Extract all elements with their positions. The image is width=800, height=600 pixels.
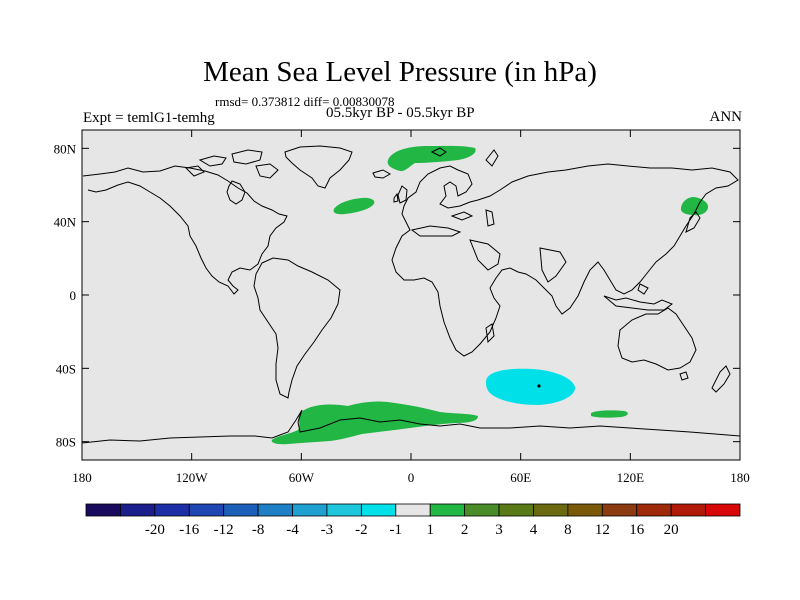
colorbar-label: 4 bbox=[530, 522, 538, 538]
colorbar-label: 3 bbox=[495, 522, 503, 538]
coastline-indonesia bbox=[603, 283, 674, 311]
anomaly-regions bbox=[271, 145, 709, 445]
colorbar-label: -2 bbox=[355, 522, 368, 538]
y-tick-label: 40S bbox=[56, 361, 76, 376]
coastline-caspian bbox=[485, 209, 495, 227]
low-center-marker bbox=[537, 384, 541, 388]
colorbar-swatch bbox=[533, 503, 569, 517]
colorbar-label: -1 bbox=[390, 522, 403, 538]
colorbar-label: -16 bbox=[179, 522, 199, 538]
colorbar-label: 1 bbox=[426, 522, 434, 538]
plot-background bbox=[82, 130, 740, 460]
coastline-hudson-bay bbox=[226, 180, 246, 205]
greenland-sea-anomaly bbox=[387, 145, 476, 172]
y-axis: 80N 40N 0 40S 80S bbox=[54, 141, 740, 450]
colorbar-swatch bbox=[670, 503, 706, 517]
coastline-black-sea bbox=[450, 211, 474, 221]
colorbar-swatch bbox=[257, 503, 293, 517]
coastline-antarctica bbox=[82, 409, 740, 444]
coastline-british-isles bbox=[393, 185, 408, 204]
coastline-arabia bbox=[469, 239, 501, 271]
colorbar-swatch bbox=[498, 503, 534, 517]
y-tick-label: 0 bbox=[70, 288, 77, 303]
weddell-antarctic-anomaly bbox=[271, 401, 478, 445]
coastline-new-zealand bbox=[711, 365, 731, 393]
coastline-arctic-islands bbox=[184, 149, 279, 179]
colorbar-label: 12 bbox=[595, 522, 610, 538]
north-atlantic-anomaly bbox=[333, 197, 375, 215]
colorbar-label: 8 bbox=[564, 522, 572, 538]
colorbar-swatch bbox=[188, 503, 225, 517]
coastline-madagascar bbox=[485, 323, 495, 344]
coastlines bbox=[82, 145, 740, 444]
colorbar-swatch bbox=[429, 503, 466, 517]
colorbar-label: -20 bbox=[145, 522, 165, 538]
colorbar-swatch bbox=[395, 503, 431, 517]
x-tick-label: 120E bbox=[617, 470, 645, 485]
coastline-tasmania bbox=[679, 371, 689, 381]
x-tick-label: 0 bbox=[408, 470, 415, 485]
coastline-japan bbox=[685, 211, 701, 233]
northwest-pacific-anomaly bbox=[680, 197, 709, 216]
colorbar-swatch bbox=[85, 503, 121, 517]
coastline-mediterranean bbox=[410, 225, 462, 237]
colorbar-label: -3 bbox=[321, 522, 334, 538]
colorbar-swatch bbox=[154, 503, 190, 517]
colorbar-label: 16 bbox=[629, 522, 645, 538]
x-tick-label: 180 bbox=[72, 470, 92, 485]
colorbar-swatch bbox=[360, 503, 397, 517]
colorbar-swatch bbox=[567, 503, 603, 517]
coastline-eurasia-africa bbox=[391, 163, 739, 357]
colorbar-label: -4 bbox=[286, 522, 299, 538]
colorbar-label: 2 bbox=[461, 522, 469, 538]
coastline-greenland bbox=[284, 145, 353, 189]
coastline-north-america bbox=[82, 165, 288, 295]
colorbar-swatch bbox=[326, 503, 362, 517]
colorbar-swatch bbox=[636, 503, 672, 517]
coastline-svalbard bbox=[430, 147, 499, 167]
colorbar-label: -8 bbox=[252, 522, 265, 538]
season-label: ANN bbox=[709, 109, 743, 125]
colorbar-swatch bbox=[292, 503, 328, 517]
stats-line: rmsd= 0.373812 diff= 0.00830078 bbox=[215, 94, 395, 109]
colorbar-swatch bbox=[705, 503, 741, 517]
x-tick-label: 120W bbox=[176, 470, 209, 485]
coastline-iceland bbox=[372, 169, 392, 179]
y-tick-label: 80N bbox=[54, 141, 77, 156]
colorbar-swatch bbox=[223, 503, 259, 517]
coastline-india bbox=[539, 247, 567, 283]
y-tick-label: 40N bbox=[54, 215, 77, 230]
colorbar-swatch bbox=[601, 503, 638, 517]
x-tick-label: 180 bbox=[730, 470, 750, 485]
chart-title: Mean Sea Level Pressure (in hPa) bbox=[203, 56, 597, 88]
x-tick-label: 60E bbox=[510, 470, 531, 485]
colorbar-label: -12 bbox=[214, 522, 234, 538]
experiment-label: Expt = temlG1-temhg bbox=[83, 110, 215, 126]
period-label: 05.5kyr BP - 05.5kyr BP bbox=[326, 105, 475, 121]
y-tick-label: 80S bbox=[56, 435, 76, 450]
colorbar-swatch bbox=[464, 503, 500, 517]
southern-indian-ocean-anomaly bbox=[485, 368, 576, 405]
southeast-indian-ocean-anomaly bbox=[591, 410, 628, 418]
colorbar: -20 -16 -12 -8 -4 -3 -2 -1 1 2 3 4 8 12 16 20 bbox=[85, 503, 741, 538]
coastline-australia bbox=[617, 307, 697, 371]
x-tick-label: 60W bbox=[289, 470, 315, 485]
coastline-south-america bbox=[253, 257, 341, 399]
x-axis: 180 120W 60W 0 60E 120E 180 bbox=[72, 130, 750, 485]
colorbar-swatch bbox=[120, 503, 156, 517]
colorbar-label: 20 bbox=[664, 522, 679, 538]
